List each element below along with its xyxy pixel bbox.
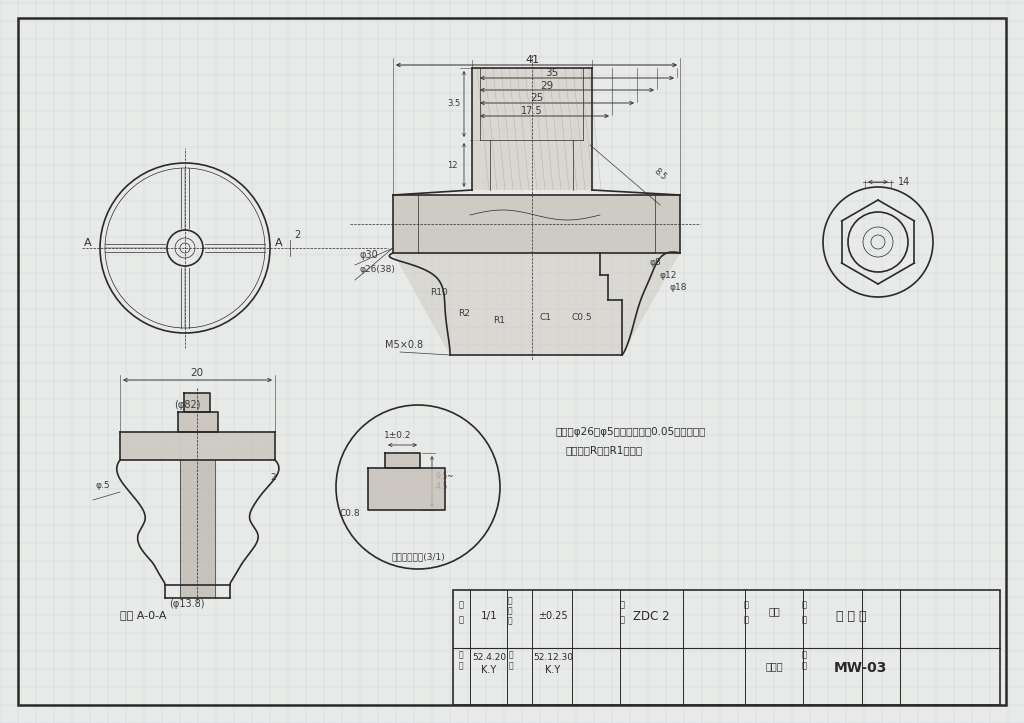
Text: φ.5: φ.5 bbox=[95, 481, 110, 490]
Polygon shape bbox=[393, 195, 680, 253]
Text: 20: 20 bbox=[190, 368, 204, 378]
Text: 製: 製 bbox=[509, 651, 513, 659]
Text: 計: 計 bbox=[459, 662, 463, 670]
Text: 52.4.20: 52.4.20 bbox=[472, 652, 506, 662]
Text: 17.5: 17.5 bbox=[521, 106, 543, 116]
Text: 尺: 尺 bbox=[459, 601, 464, 609]
Text: ZDC 2: ZDC 2 bbox=[633, 609, 670, 623]
Text: (φ13.8): (φ13.8) bbox=[169, 599, 205, 609]
Text: 52.12.30: 52.12.30 bbox=[534, 652, 573, 662]
Text: C0.5: C0.5 bbox=[572, 313, 593, 322]
Text: R1: R1 bbox=[493, 316, 505, 325]
Text: φ30: φ30 bbox=[360, 250, 379, 260]
Text: φ12: φ12 bbox=[660, 271, 677, 280]
Bar bbox=[120, 432, 275, 460]
Text: 理: 理 bbox=[743, 615, 749, 625]
Text: K.Y: K.Y bbox=[481, 665, 497, 675]
Text: 度: 度 bbox=[508, 617, 512, 625]
Text: 処: 処 bbox=[743, 601, 749, 609]
Text: φ26(38): φ26(38) bbox=[360, 265, 396, 274]
Text: 金色: 金色 bbox=[768, 606, 780, 616]
Text: 9.5~
4.5: 9.5~ 4.5 bbox=[436, 472, 455, 491]
Text: 度: 度 bbox=[459, 615, 464, 625]
Text: 図: 図 bbox=[509, 662, 513, 670]
Text: 指定ナキRハ、R1トスル: 指定ナキRハ、R1トスル bbox=[565, 445, 642, 455]
Text: メッキ: メッキ bbox=[765, 661, 782, 671]
Text: 14: 14 bbox=[898, 177, 910, 187]
Text: 2: 2 bbox=[270, 473, 275, 482]
Polygon shape bbox=[393, 253, 680, 355]
Text: MW-03: MW-03 bbox=[834, 661, 887, 675]
Text: 1/1: 1/1 bbox=[480, 611, 498, 621]
Polygon shape bbox=[472, 68, 592, 190]
Text: R2: R2 bbox=[458, 309, 470, 318]
Text: 般: 般 bbox=[508, 607, 512, 615]
Text: M5×0.8: M5×0.8 bbox=[385, 340, 423, 350]
Bar bbox=[368, 468, 445, 510]
Text: 8.5: 8.5 bbox=[652, 166, 668, 182]
Text: 図: 図 bbox=[802, 651, 807, 659]
Text: C1: C1 bbox=[540, 313, 552, 322]
Text: 29: 29 bbox=[541, 81, 554, 91]
Text: 番: 番 bbox=[802, 662, 807, 670]
Text: 25: 25 bbox=[530, 93, 544, 103]
Text: 3.5: 3.5 bbox=[447, 100, 461, 108]
Text: ±0.25: ±0.25 bbox=[539, 611, 568, 621]
Text: 1±0.2: 1±0.2 bbox=[384, 431, 412, 440]
Text: 一: 一 bbox=[508, 596, 512, 605]
Bar bbox=[178, 412, 218, 432]
Text: C0.8: C0.8 bbox=[340, 509, 360, 518]
Text: キ三部詳細図(3/1): キ三部詳細図(3/1) bbox=[391, 552, 444, 562]
Text: 35: 35 bbox=[546, 68, 559, 78]
Text: （注）φ26トφ5ノ芯ズレハ、0.05以内ノコト: （注）φ26トφ5ノ芯ズレハ、0.05以内ノコト bbox=[555, 427, 706, 437]
Text: R10: R10 bbox=[430, 288, 447, 297]
Text: 質: 質 bbox=[620, 615, 625, 625]
Text: 名: 名 bbox=[802, 601, 807, 609]
Text: A: A bbox=[275, 238, 283, 248]
Bar bbox=[453, 590, 1000, 705]
Bar bbox=[180, 460, 215, 598]
Text: (φ82): (φ82) bbox=[174, 400, 201, 410]
Bar bbox=[385, 453, 420, 468]
Text: φ8: φ8 bbox=[650, 258, 662, 267]
Text: 設: 設 bbox=[459, 651, 463, 659]
Text: φ18: φ18 bbox=[670, 283, 687, 292]
Text: 称: 称 bbox=[802, 615, 807, 625]
Text: 41: 41 bbox=[525, 55, 539, 65]
Text: 断面 A-0-A: 断面 A-0-A bbox=[120, 610, 167, 620]
Text: 2: 2 bbox=[294, 230, 300, 240]
Text: 笛 合 座: 笛 合 座 bbox=[836, 609, 866, 623]
Bar bbox=[184, 393, 210, 412]
Text: 材: 材 bbox=[620, 601, 625, 609]
Text: A: A bbox=[84, 238, 91, 248]
Text: K.Y: K.Y bbox=[546, 665, 560, 675]
Text: 12: 12 bbox=[446, 161, 458, 169]
